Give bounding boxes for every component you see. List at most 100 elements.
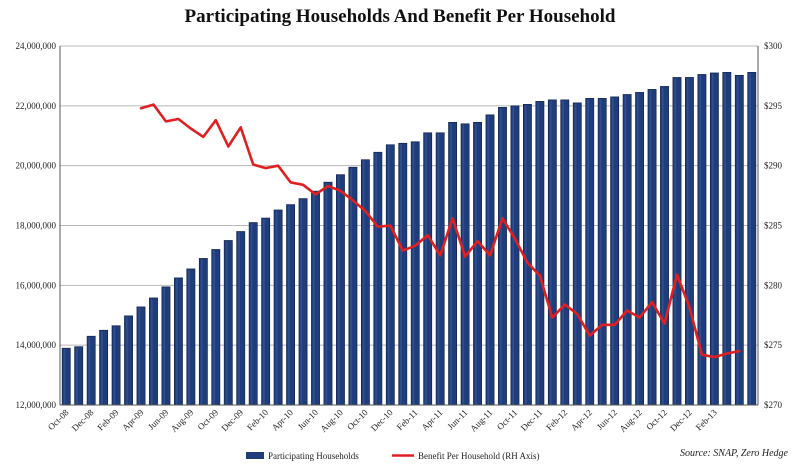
bar-highlight (275, 210, 278, 405)
bar (485, 114, 495, 406)
bar (198, 258, 208, 406)
bar (672, 77, 682, 406)
left-axis-ticks: 12,000,000 14,000,000 16,000,000 18,000,000… (16, 41, 57, 410)
x-axis-tick-label: Apr-09 (120, 407, 146, 433)
bar (149, 297, 158, 406)
legend-label-benefit: Benefit Per Household (RH Axis) (418, 451, 540, 461)
bar (423, 132, 433, 406)
right-axis-tick-label: $275 (764, 340, 783, 350)
bar-highlight (125, 316, 128, 405)
x-axis-tick-label: Apr-11 (419, 407, 444, 432)
bar-highlight (88, 337, 91, 405)
x-axis-tick-label: Feb-13 (694, 407, 719, 432)
bar-series (61, 72, 757, 406)
bar-highlight (711, 73, 714, 406)
x-axis-tick-label: Jun-11 (445, 407, 469, 431)
bar (547, 99, 557, 406)
bar-highlight (238, 232, 240, 405)
bar-highlight (113, 326, 116, 405)
bar-highlight (188, 269, 191, 405)
bar-highlight (287, 205, 290, 405)
legend-swatch-households (246, 452, 264, 459)
bar-highlight (587, 99, 589, 406)
bar (585, 98, 595, 406)
bar (473, 121, 482, 406)
bar-highlight (250, 223, 253, 405)
bar (74, 346, 84, 406)
bar (510, 105, 520, 406)
bar (136, 306, 146, 406)
x-axis-tick-label: Jun-12 (595, 407, 619, 431)
bar (86, 335, 96, 406)
bar (211, 249, 221, 406)
right-axis-tick-label: $300 (764, 41, 783, 51)
bar-highlight (76, 347, 78, 405)
x-axis-tick-label: Feb-11 (395, 407, 420, 432)
bar-highlight (549, 100, 552, 405)
bar-highlight (350, 168, 353, 405)
bar-highlight (749, 73, 751, 406)
bar (660, 86, 669, 406)
left-axis-tick-label: 22,000,000 (16, 101, 57, 111)
legend: Participating Households Benefit Per Hou… (246, 451, 540, 461)
bar-highlight (400, 144, 402, 405)
bar-highlight (163, 287, 166, 405)
bar (311, 190, 320, 406)
right-axis-tick-label: $270 (764, 400, 783, 410)
bar-highlight (624, 95, 627, 405)
bar-highlight (312, 192, 315, 405)
bar (560, 99, 570, 406)
bar (261, 217, 271, 406)
bar-highlight (300, 199, 303, 405)
bar-highlight (612, 97, 614, 405)
bar (734, 75, 744, 406)
bar-highlight (200, 259, 203, 405)
left-axis-tick-label: 20,000,000 (16, 161, 57, 171)
bar (336, 174, 345, 406)
bar (124, 315, 133, 406)
x-axis-tick-label: Aug-10 (318, 407, 345, 434)
bar-highlight (649, 90, 652, 406)
left-axis-tick-label: 16,000,000 (16, 280, 57, 290)
x-axis-tick-label: Aug-11 (468, 407, 494, 433)
bar (61, 347, 71, 406)
bar (298, 198, 308, 406)
bar (186, 268, 196, 406)
bar-highlight (449, 123, 452, 405)
bar-highlight (175, 278, 178, 405)
bar-highlight (574, 103, 577, 405)
bar-highlight (661, 87, 664, 405)
line-series (139, 103, 741, 359)
bar-highlight (63, 349, 66, 405)
bar (223, 240, 233, 406)
bar-highlight (375, 153, 378, 405)
x-axis-tick-label: Jun-09 (146, 407, 171, 432)
x-axis-tick-label: Feb-12 (544, 407, 569, 432)
x-axis-tick-label: Oct-10 (345, 407, 370, 432)
bar-highlight (724, 73, 727, 406)
bar-highlight (337, 175, 340, 405)
bar-highlight (412, 142, 415, 405)
x-axis-tick-label: Dec-09 (219, 407, 245, 433)
x-axis-tick-label: Dec-12 (668, 407, 694, 433)
bar (273, 209, 283, 406)
bar (360, 159, 370, 406)
bar (111, 325, 121, 406)
bar-highlight (524, 105, 527, 406)
x-axis-tick-label: Apr-10 (270, 407, 296, 433)
bar (535, 101, 545, 406)
bar-highlight (437, 133, 440, 405)
right-axis-tick-label: $280 (764, 280, 783, 290)
bar (373, 151, 383, 406)
right-axis-tick-label: $295 (764, 101, 783, 111)
bar-highlight (674, 78, 677, 405)
right-axis-tick-label: $285 (764, 221, 783, 231)
bar-highlight (736, 76, 739, 406)
bar (173, 277, 183, 406)
bar (597, 98, 607, 406)
bar-highlight (213, 250, 215, 405)
x-axis-tick-label: Aug-09 (169, 407, 196, 434)
x-axis-tick-label: Dec-11 (519, 407, 545, 433)
chart-title: Participating Households And Benefit Per… (184, 6, 616, 27)
